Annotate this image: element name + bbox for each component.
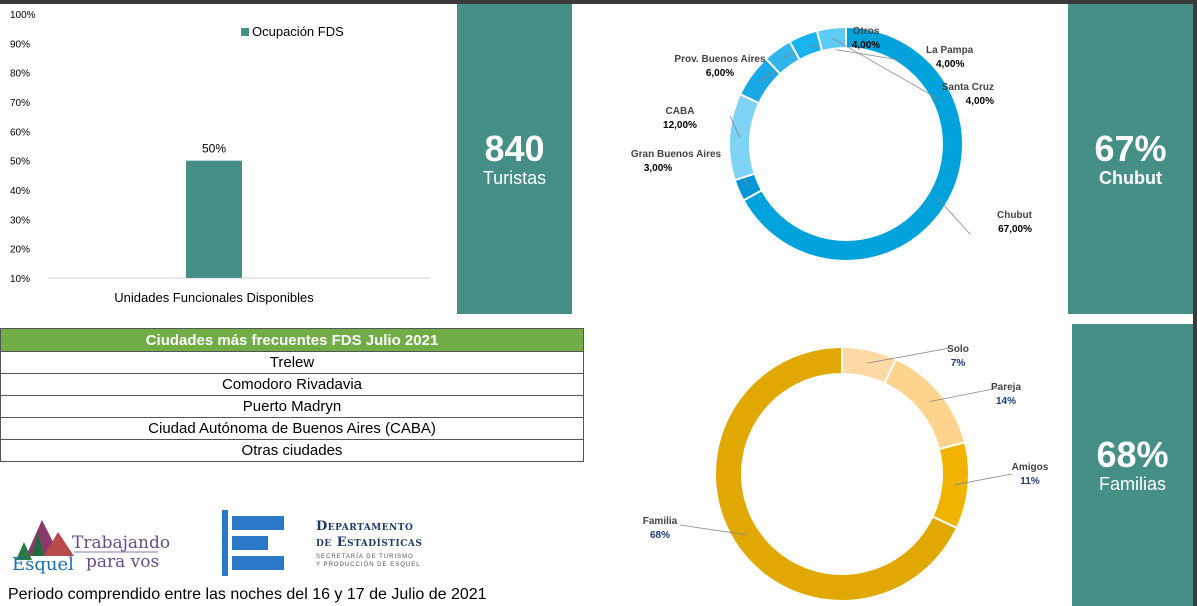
logo-bar-icon bbox=[222, 510, 228, 576]
city-cell: Puerto Madryn bbox=[0, 395, 584, 418]
cities-table-header: Ciudades más frecuentes FDS Julio 2021 bbox=[0, 328, 584, 352]
dept-sub-line1: SECRETARÍA DE TURISMO bbox=[316, 553, 414, 560]
slice-name-label: Familia bbox=[643, 516, 678, 527]
donut-slice bbox=[728, 92, 761, 182]
legend-swatch bbox=[241, 28, 249, 36]
slice-name-label: La Pampa bbox=[926, 45, 974, 56]
donut-slice bbox=[742, 25, 964, 262]
slice-name-label: Solo bbox=[947, 344, 969, 355]
slice-value-label: 4,00% bbox=[852, 40, 880, 51]
donut-slice bbox=[883, 357, 967, 451]
tourists-count: 840 bbox=[484, 127, 545, 169]
logo-bar-icon bbox=[232, 516, 284, 530]
city-cell: Ciudad Autónoma de Buenos Aires (CABA) bbox=[0, 417, 584, 440]
dept-sub-line2: Y PRODUCCIÓN DE ESQUEL bbox=[316, 561, 421, 568]
tourists-label: Turistas bbox=[482, 168, 547, 189]
tree-icon bbox=[32, 532, 44, 556]
chart-legend: Ocupación FDS bbox=[241, 24, 344, 39]
logo-line1: Trabajando bbox=[72, 533, 170, 553]
slice-name-label: Santa Cruz bbox=[942, 82, 994, 93]
slice-name-label: Gran Buenos Aires bbox=[631, 149, 722, 160]
statistics-department-logo: Departamento de Estadísticas SECRETARÍA … bbox=[222, 510, 422, 576]
top-border bbox=[0, 0, 1197, 4]
y-tick-label: 40% bbox=[10, 186, 30, 197]
slice-name-label: Prov. Buenos Aires bbox=[674, 54, 766, 65]
city-cell: Trelew bbox=[0, 351, 584, 374]
origin-label: Chubut bbox=[1099, 168, 1162, 189]
city-cell: Comodoro Rivadavia bbox=[0, 373, 584, 396]
slice-value-label: 4,00% bbox=[936, 59, 964, 70]
bar-data-label: 50% bbox=[202, 142, 226, 156]
logo-bar-icon bbox=[232, 536, 268, 550]
leader-line bbox=[866, 347, 951, 364]
occupancy-bar-chart: 100% 90% 80% 70% 60% 50% 40% 30% 20% 10% 50% Unidad… bbox=[10, 10, 430, 305]
slice-value-label: 3,00% bbox=[644, 163, 672, 174]
y-tick-label: 100% bbox=[10, 10, 36, 21]
group-donut-chart: Solo 7% Pareja 14% Amigos 11% Familia 68% bbox=[643, 344, 1049, 602]
table-row: Otras ciudades bbox=[0, 439, 584, 462]
esquel-brand: Esquel bbox=[12, 554, 74, 574]
y-tick-label: 60% bbox=[10, 127, 30, 138]
table-row: Puerto Madryn bbox=[0, 395, 584, 418]
esquel-logo: Esquel Trabajando para vos bbox=[12, 520, 170, 574]
slice-value-label: 68% bbox=[650, 530, 670, 541]
slice-value-label: 14% bbox=[996, 396, 1016, 407]
y-tick-label: 30% bbox=[10, 215, 30, 226]
y-tick-label: 80% bbox=[10, 69, 30, 80]
slice-value-label: 11% bbox=[1020, 476, 1040, 487]
group-percent: 68% bbox=[1096, 433, 1169, 475]
leader-line bbox=[679, 524, 747, 536]
table-row: Ciudad Autónoma de Buenos Aires (CABA) bbox=[0, 417, 584, 440]
legend-label: Ocupación FDS bbox=[252, 24, 344, 39]
y-tick-label: 50% bbox=[10, 157, 30, 168]
slice-value-label: 6,00% bbox=[706, 68, 734, 79]
y-tick-label: 70% bbox=[10, 98, 30, 109]
cities-table: Ciudades más frecuentes FDS Julio 2021 T… bbox=[0, 328, 584, 462]
leader-line bbox=[729, 115, 741, 138]
x-category-label: Unidades Funcionales Disponibles bbox=[114, 290, 314, 305]
slice-value-label: 4,00% bbox=[966, 96, 994, 107]
slice-name-label: CABA bbox=[666, 106, 695, 117]
period-footer: Periodo comprendido entre las noches del… bbox=[8, 586, 487, 603]
slice-name-label: Otros bbox=[853, 26, 880, 37]
slice-value-label: 7% bbox=[951, 358, 966, 369]
dept-title-line1: Departamento bbox=[316, 519, 413, 534]
slice-name-label: Amigos bbox=[1012, 462, 1049, 473]
mountain-icon bbox=[44, 532, 74, 556]
leader-line bbox=[832, 37, 941, 101]
y-tick-label: 10% bbox=[10, 274, 30, 285]
y-tick-label: 20% bbox=[10, 245, 30, 256]
table-row: Comodoro Rivadavia bbox=[0, 373, 584, 396]
tree-icon bbox=[16, 542, 32, 560]
right-border bbox=[1193, 0, 1197, 606]
donut-slice bbox=[931, 441, 970, 530]
slice-name-label: Chubut bbox=[997, 210, 1033, 221]
origin-percent: 67% bbox=[1094, 127, 1167, 169]
donut-slice bbox=[815, 25, 847, 53]
slice-value-label: 67,00% bbox=[998, 224, 1032, 235]
leader-line bbox=[937, 197, 971, 235]
y-tick-label: 90% bbox=[10, 39, 30, 50]
leader-line bbox=[954, 473, 1013, 486]
origin-donut-chart: Chubut 67,00% Gran Buenos Aires 3,00% CABA 12… bbox=[631, 25, 1033, 262]
logo-bar-icon bbox=[232, 556, 284, 570]
dept-title-line2: de Estadísticas bbox=[316, 535, 422, 550]
table-row: Trelew bbox=[0, 351, 584, 374]
group-label: Familias bbox=[1098, 474, 1166, 495]
bar bbox=[186, 160, 242, 278]
tourists-panel: 840 Turistas bbox=[457, 4, 572, 314]
origin-panel: 67% Chubut bbox=[1068, 4, 1193, 314]
group-panel: 68% Familias bbox=[1072, 324, 1193, 606]
slice-value-label: 12,00% bbox=[663, 120, 697, 131]
slice-name-label: Pareja bbox=[991, 382, 1021, 393]
city-cell: Otras ciudades bbox=[0, 439, 584, 462]
logo-line2: para vos bbox=[86, 552, 159, 572]
donut-slice bbox=[714, 345, 959, 602]
leader-line bbox=[929, 387, 999, 403]
